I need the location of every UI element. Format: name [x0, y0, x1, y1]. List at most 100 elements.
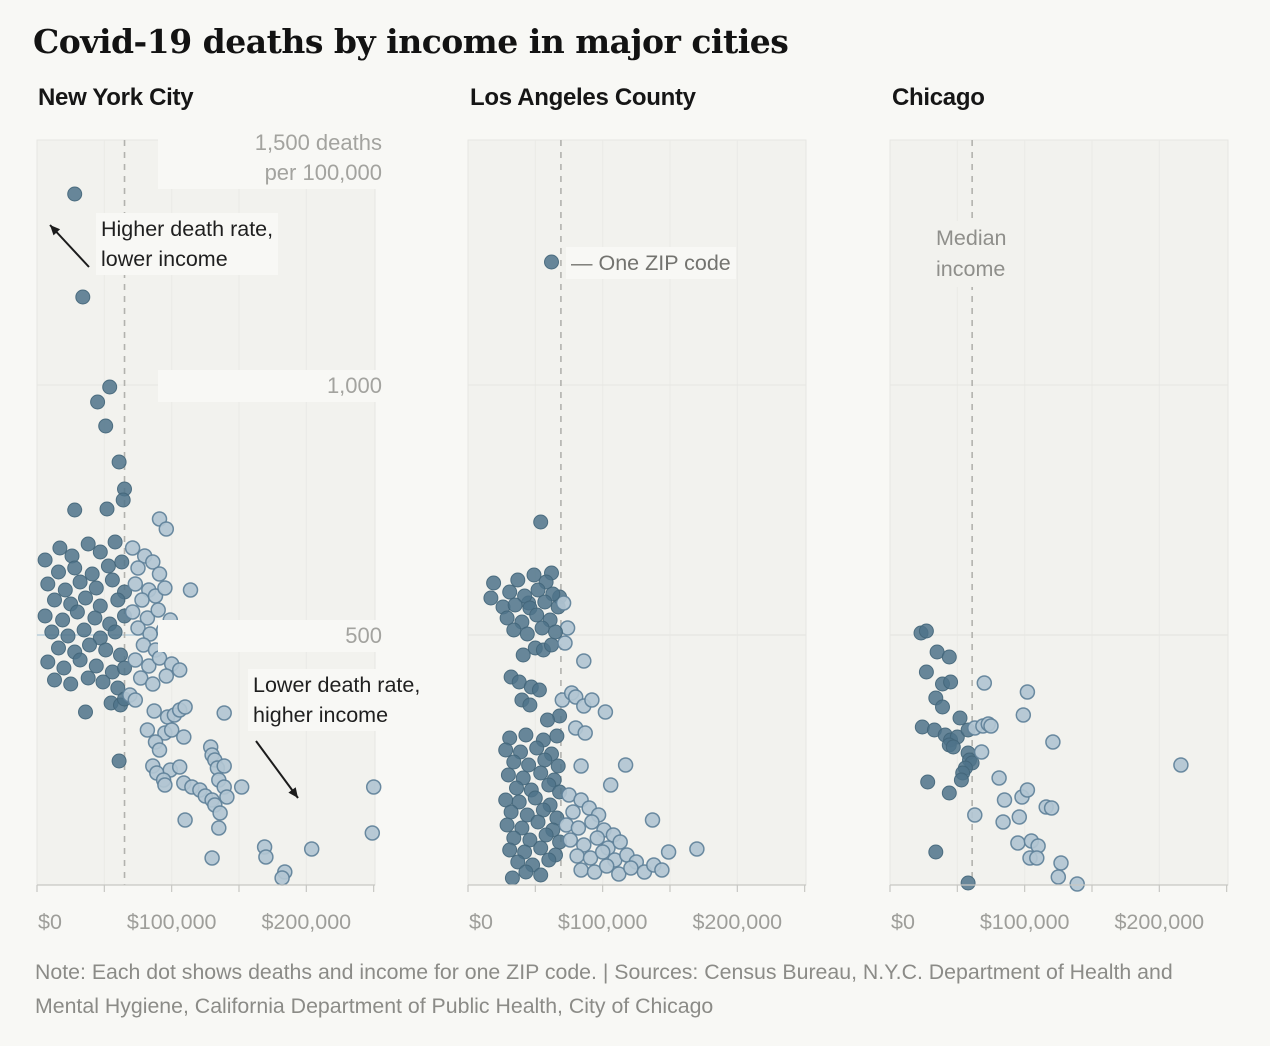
zip-code-dot [117, 660, 132, 676]
zip-code-dot [95, 674, 111, 690]
zip-code-dot [67, 560, 83, 576]
zip-code-dot [502, 842, 518, 858]
zip-code-dot [594, 844, 611, 860]
zip-code-dot [57, 582, 73, 598]
panel-title-chicago: Chicago [892, 84, 985, 111]
zip-code-dot [1045, 734, 1061, 750]
zip-code-dot [219, 789, 235, 805]
zip-code-dot [589, 830, 606, 846]
zip-code-dot [550, 758, 566, 774]
y-axis-label-1500-line1: 1,500 deaths [254, 130, 382, 155]
zip-code-dot [518, 864, 534, 880]
zip-code-dot [107, 624, 123, 640]
zip-code-dot [976, 675, 993, 691]
zip-code-dot [514, 820, 530, 836]
zip-code-dot [124, 604, 141, 620]
arrow-higher-death-rate [49, 224, 90, 268]
zip-code-dot [518, 727, 534, 743]
zip-code-dot [233, 779, 250, 795]
zip-code-dot [107, 534, 123, 550]
arrow-lower-death-rate-shaft [255, 740, 299, 799]
x-tick-label-200k: $200,000 [1114, 910, 1204, 934]
zip-code-dot [1043, 800, 1060, 816]
zip-code-dot [52, 540, 68, 556]
zip-code-dot [573, 758, 589, 774]
zip-code-dot [111, 753, 127, 769]
zip-code-dot [500, 767, 516, 783]
zip-code-dot [51, 640, 66, 656]
zip-code-dot [67, 186, 83, 202]
zip-code-dot [533, 840, 549, 856]
zip-code-dot [918, 664, 934, 680]
zip-code-dot [104, 572, 120, 588]
x-tick-label-100k: $100,000 [980, 910, 1070, 934]
zip-code-dot [151, 742, 168, 758]
zip-code-dot [182, 582, 199, 598]
zip-code-dot [124, 540, 141, 556]
zip-code-dot [51, 564, 66, 580]
zip-code-dot [519, 807, 535, 823]
zip-code-dot [928, 844, 944, 860]
zip-code-dot [88, 658, 104, 674]
zip-code-dot [84, 566, 100, 582]
zip-code-dot [364, 825, 381, 841]
zip-code-dot [82, 637, 97, 653]
zip-code-dot [541, 852, 557, 868]
zip-code-dot [577, 725, 593, 741]
zip-code-dot [110, 592, 126, 608]
zip-code-dot [47, 592, 62, 608]
zip-code-dot [960, 875, 976, 891]
annotation-median-line1: Median [936, 226, 1007, 250]
zip-code-dot [996, 792, 1013, 808]
zip-code-dot [941, 649, 957, 665]
zip-code-dot [132, 670, 149, 686]
zip-code-dot [1069, 876, 1085, 892]
zip-code-dot [158, 668, 175, 684]
x-tick-label-100k: $100,000 [558, 910, 648, 934]
zip-code-dot [530, 582, 546, 598]
zip-code-dot [134, 592, 150, 608]
zip-code-dot [37, 608, 53, 624]
zip-code-dot [533, 514, 549, 530]
zip-code-dot [521, 757, 537, 773]
zip-code-dot [935, 699, 950, 715]
annotation-lower-line2: higher income [253, 703, 389, 727]
zip-code-dot [541, 777, 557, 793]
zip-code-dot [365, 779, 382, 795]
zip-code-dot [557, 635, 573, 651]
x-tick-label-200k: $200,000 [261, 910, 351, 934]
zip-code-dot [689, 841, 705, 857]
zip-code-dot [171, 759, 188, 775]
zip-code-dot [1029, 850, 1045, 866]
zip-code-dot [1019, 782, 1036, 798]
zip-code-dot [80, 670, 96, 686]
zip-code-dot [507, 597, 523, 613]
zip-code-dot [530, 814, 546, 830]
zip-code-dot [78, 590, 93, 606]
zip-code-dot [953, 772, 969, 788]
zip-code-dot [533, 765, 549, 781]
zip-code-dot [515, 647, 531, 663]
zip-code-dot [617, 757, 634, 773]
zip-code-dot [37, 552, 53, 568]
zip-code-dot [92, 544, 108, 560]
zip-code-dot [483, 590, 499, 606]
x-tick-label-0: $0 [38, 910, 62, 934]
zip-code-dot [139, 722, 156, 738]
zip-code-dot [60, 628, 76, 644]
zip-code-dot [534, 620, 550, 636]
zip-code-dot [973, 744, 990, 760]
zip-code-dot [612, 834, 628, 850]
zip-code-dot [1050, 869, 1067, 885]
zip-code-dot [157, 580, 173, 596]
zip-code-dot [506, 622, 522, 638]
zip-code-dot [533, 867, 549, 883]
zip-code-dot [952, 710, 968, 726]
zip-code-dot [570, 820, 587, 836]
zip-code-dot [146, 703, 162, 719]
zip-code-dot [216, 705, 232, 721]
zip-code-dot [544, 637, 559, 653]
zip-code-dot [171, 662, 188, 678]
x-tick-label-100k: $100,000 [127, 910, 217, 934]
zip-code-dot [504, 870, 520, 886]
